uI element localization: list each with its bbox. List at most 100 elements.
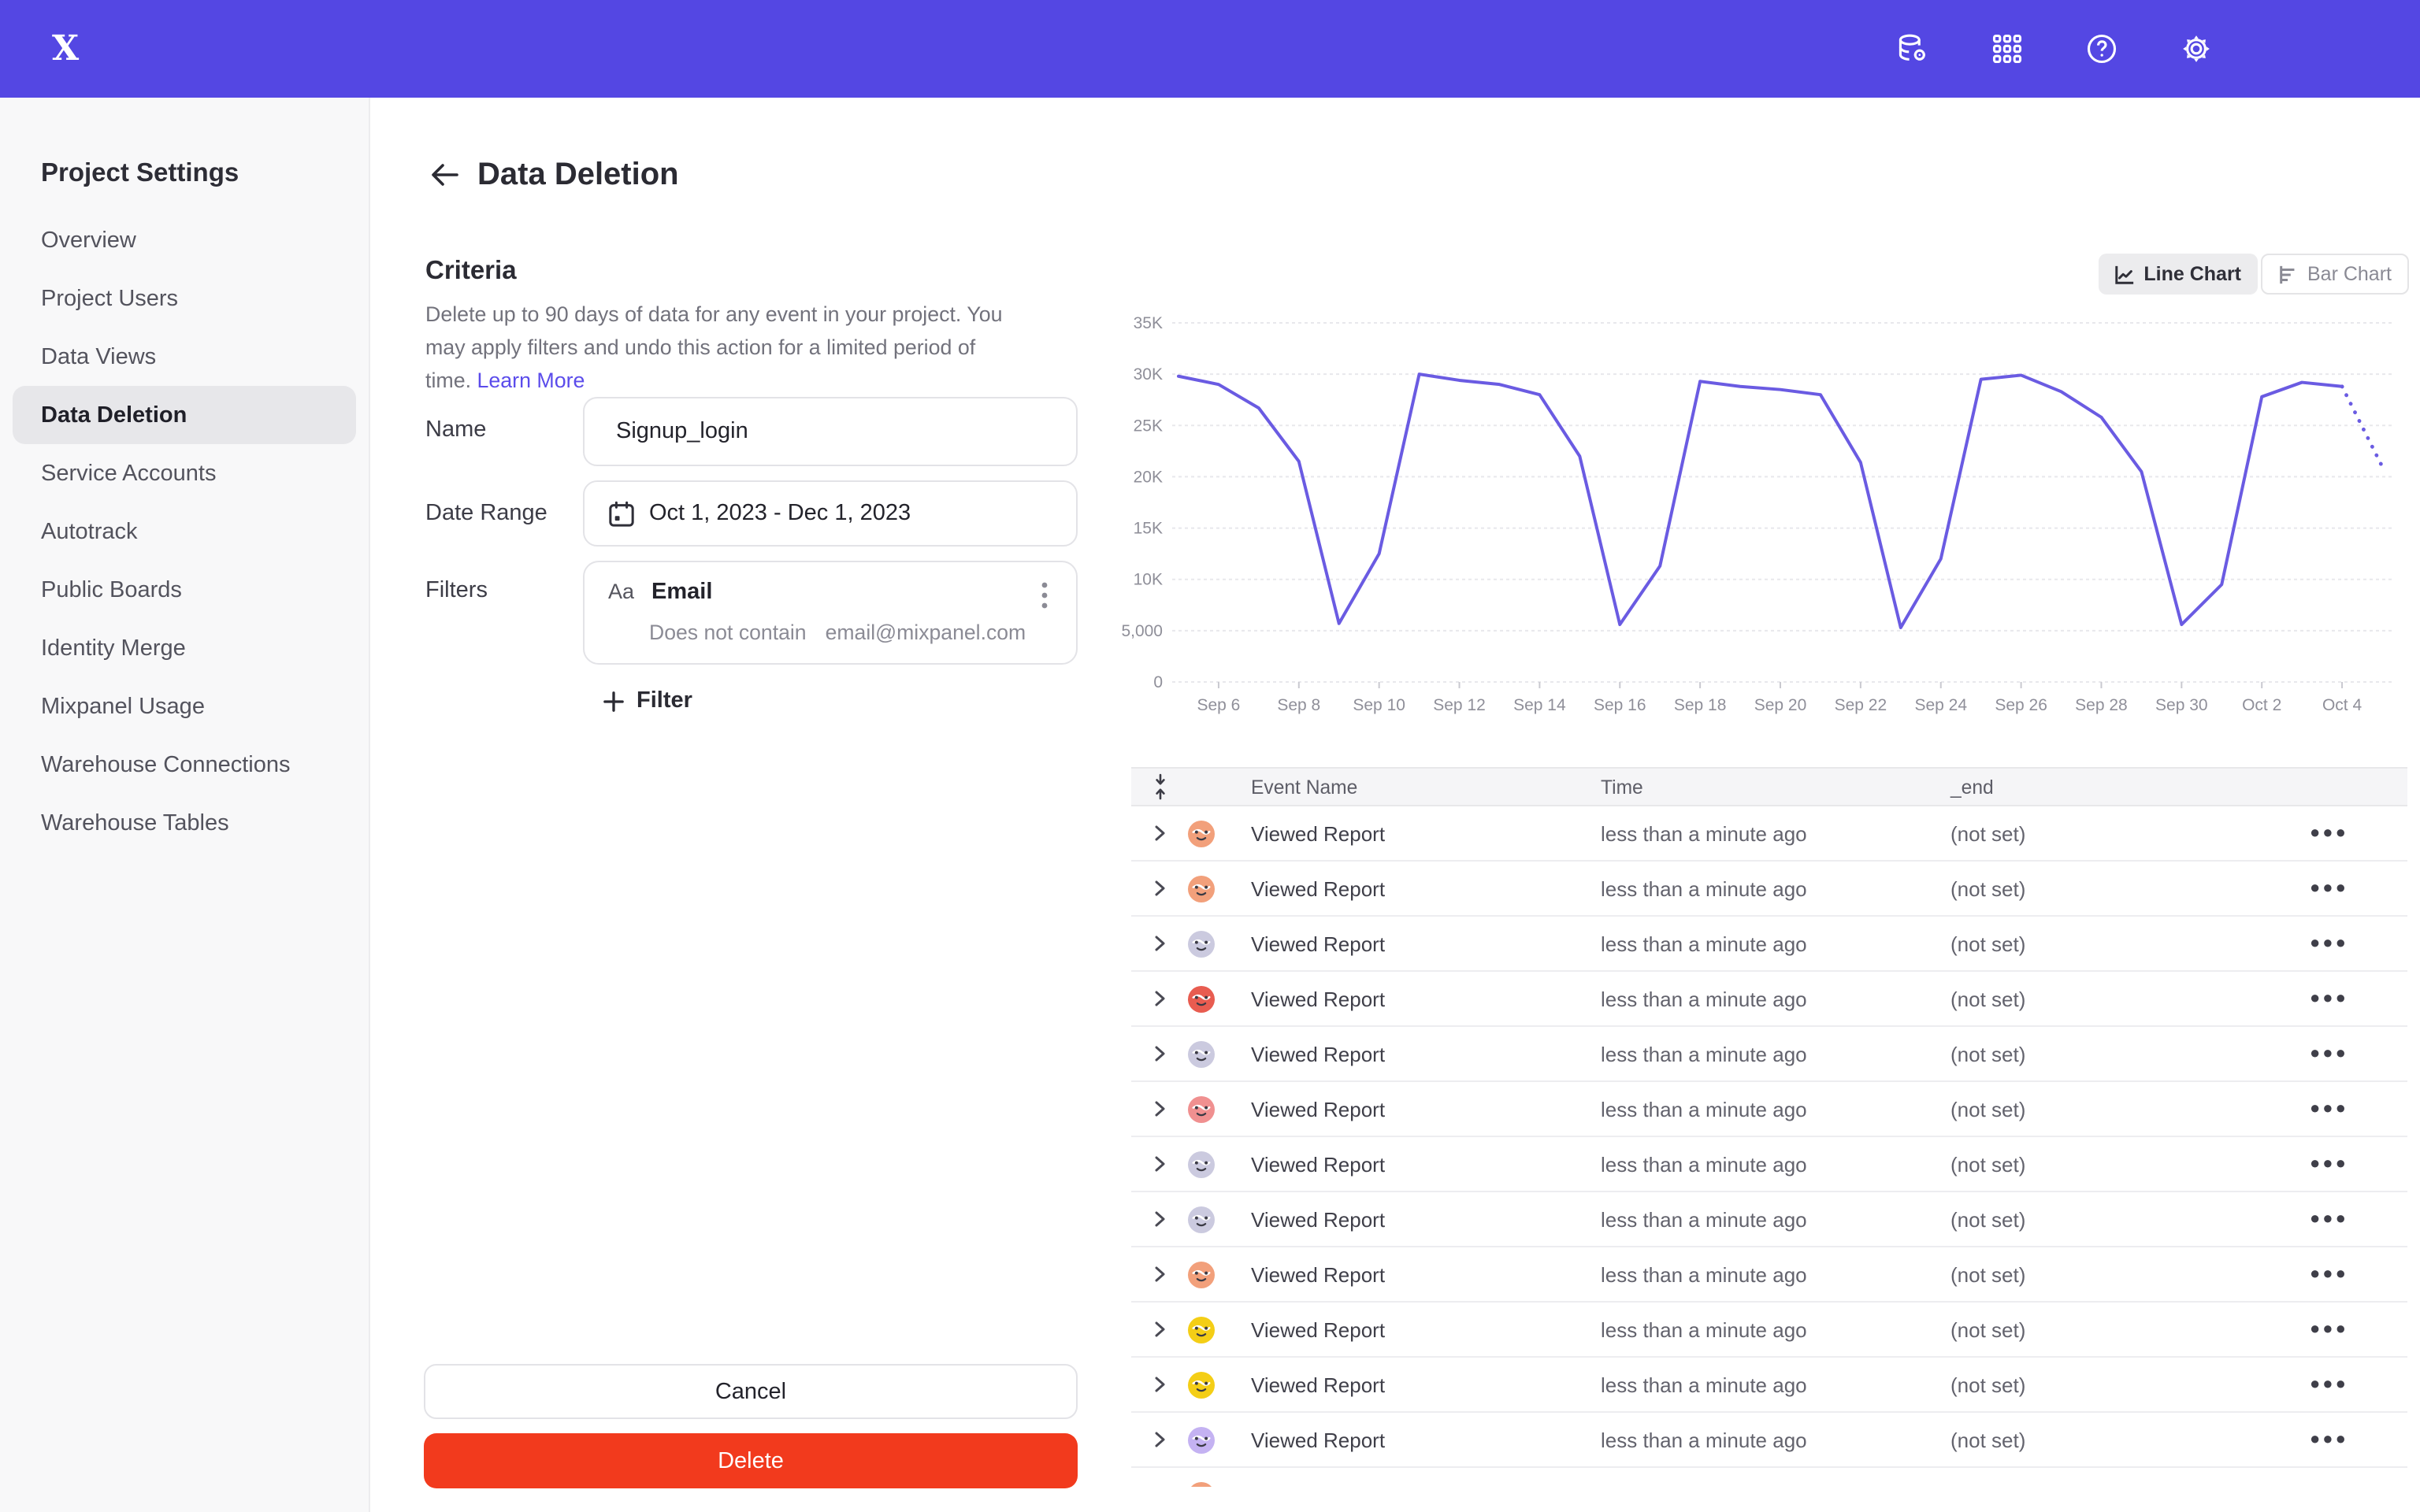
line-chart-icon (2114, 265, 2133, 284)
row-actions-button ellipsis-icon[interactable]: ●●● (2310, 1044, 2348, 1063)
x-axis-tick-label: Sep 28 (2075, 696, 2128, 714)
sidebar-item-warehouse-connections[interactable]: Warehouse Connections (41, 752, 291, 777)
sort-expand-icon[interactable] (1131, 773, 1188, 800)
user-avatar (1188, 1481, 1235, 1487)
chart-line-dotted-tail (2340, 384, 2385, 469)
add-filter-button[interactable]: Filter (603, 688, 692, 713)
user-avatar (1188, 1426, 1235, 1453)
event-name-cell: Viewed Report (1251, 1152, 1386, 1176)
filter-property[interactable]: Email (651, 580, 713, 605)
row-expander chevron-right-icon[interactable] (1131, 880, 1188, 896)
apps-grid-icon[interactable] (1990, 32, 2025, 66)
x-axis-tick-label: Sep 24 (1914, 696, 1967, 714)
sidebar-item-service-accounts[interactable]: Service Accounts (41, 461, 217, 486)
delete-button[interactable]: Delete (424, 1433, 1078, 1488)
row-actions-button ellipsis-icon[interactable]: ●●● (2310, 1099, 2348, 1118)
sidebar-item-data-views[interactable]: Data Views (41, 344, 157, 369)
row-actions-button ellipsis-icon[interactable]: ●●● (2310, 1430, 2348, 1449)
row-expander chevron-right-icon[interactable] (1131, 936, 1188, 951)
sidebar-item-autotrack[interactable]: Autotrack (41, 519, 138, 544)
sidebar-item-identity-merge[interactable]: Identity Merge (41, 636, 186, 661)
name-input[interactable]: Signup_login (583, 397, 1078, 466)
row-expander chevron-right-icon[interactable] (1131, 1101, 1188, 1117)
y-axis-tick-label: 30K (1134, 365, 1163, 384)
row-expander chevron-right-icon[interactable] (1131, 991, 1188, 1006)
filter-value[interactable]: email@mixpanel.com (825, 621, 1026, 644)
row-actions-button ellipsis-icon[interactable]: ●●● (2310, 1320, 2348, 1339)
row-actions-button ellipsis-icon[interactable]: ●●● (2310, 1210, 2348, 1228)
date-range-picker[interactable]: Oct 1, 2023 - Dec 1, 2023 (583, 480, 1078, 547)
time-cell: less than a minute ago (1585, 1483, 1935, 1487)
time-cell: less than a minute ago (1601, 821, 1807, 845)
cancel-button[interactable]: Cancel (424, 1364, 1078, 1419)
row-expander chevron-right-icon[interactable] (1131, 1377, 1188, 1392)
criteria-description: Delete up to 90 days of data for any eve… (425, 302, 1003, 393)
row-expander chevron-right-icon[interactable] (1131, 1321, 1188, 1337)
time-cell: less than a minute ago (1601, 876, 1807, 900)
row-expander chevron-right-icon[interactable] (1131, 825, 1188, 841)
sidebar-item-overview[interactable]: Overview (41, 228, 136, 253)
plus-icon (603, 691, 624, 711)
row-actions-button ellipsis-icon[interactable]: ●●● (2310, 1154, 2348, 1173)
sidebar-item-project-users[interactable]: Project Users (41, 286, 179, 311)
event-name-cell: Viewed Report (1251, 1317, 1386, 1341)
name-label: Name (425, 417, 487, 443)
event-name-cell: Viewed Report (1251, 1262, 1386, 1286)
sidebar-title: Project Settings (41, 159, 239, 187)
column-header-end[interactable]: _end (1950, 776, 1994, 798)
user-avatar (1188, 1151, 1235, 1177)
help-icon[interactable] (2084, 32, 2119, 66)
time-cell: less than a minute ago (1601, 1428, 1807, 1451)
learn-more-link[interactable]: Learn More (477, 369, 585, 393)
row-actions-button ellipsis-icon[interactable]: ●●● (2310, 879, 2348, 898)
filters-label: Filters (425, 578, 488, 603)
row-expander chevron-right-icon[interactable] (1131, 1432, 1188, 1447)
row-expander chevron-right-icon[interactable] (1131, 1046, 1188, 1062)
row-actions-button ellipsis-icon[interactable]: ●●● (2310, 989, 2348, 1008)
criteria-heading: Criteria (425, 257, 517, 285)
sidebar-item-data-deletion[interactable]: Data Deletion (13, 386, 356, 444)
bar-chart-icon (2279, 265, 2294, 284)
sidebar-item-warehouse-tables[interactable]: Warehouse Tables (41, 810, 229, 836)
settings-gear-icon[interactable] (2179, 32, 2214, 66)
row-expander chevron-right-icon[interactable] (1131, 1156, 1188, 1172)
filter-menu-icon[interactable] (1034, 581, 1056, 610)
project-settings-sidebar: Project Settings Overview Project Users Da… (0, 98, 370, 1512)
row-expander chevron-right-icon[interactable] (1131, 1211, 1188, 1227)
event-name-cell: Viewed Report (1251, 1207, 1386, 1231)
row-actions-button ellipsis-icon[interactable]: ●●● (2310, 934, 2348, 953)
filter-card[interactable]: Aa Email Does not contain email@mixpanel… (583, 561, 1078, 665)
row-actions-button ellipsis-icon[interactable]: ●●● (2310, 824, 2348, 843)
back-arrow-icon[interactable] (430, 162, 458, 187)
end-cell: (not set) (1950, 987, 2026, 1010)
column-header-time[interactable]: Time (1601, 776, 1643, 798)
row-actions-button ellipsis-icon[interactable]: ●●● (2297, 1485, 2407, 1487)
events-line-chart[interactable]: 0 5,000 10K 15K 20K 25K 30K 35K Sep 6 Sep 8 Sep 10… (1103, 309, 2411, 737)
row-actions-button ellipsis-icon[interactable]: ●●● (2310, 1265, 2348, 1284)
row-actions-button ellipsis-icon[interactable]: ●●● (2310, 1375, 2348, 1394)
filter-operator[interactable]: Does not contain (649, 621, 807, 644)
sidebar-item-public-boards[interactable]: Public Boards (41, 577, 182, 602)
row-expander chevron-right-icon[interactable] (1131, 1266, 1188, 1282)
sidebar-item-mixpanel-usage[interactable]: Mixpanel Usage (41, 694, 205, 719)
bar-chart-tab[interactable]: Bar Chart (2260, 254, 2409, 295)
mixpanel-logo[interactable]: X (52, 28, 79, 69)
end-cell: (not set) (1950, 1428, 2026, 1451)
column-header-event-name[interactable]: Event Name (1251, 776, 1358, 798)
database-gear-icon[interactable] (1895, 32, 1930, 66)
end-cell: (not set) (1935, 1483, 2297, 1487)
line-chart-tab[interactable]: Line Chart (2098, 254, 2257, 295)
